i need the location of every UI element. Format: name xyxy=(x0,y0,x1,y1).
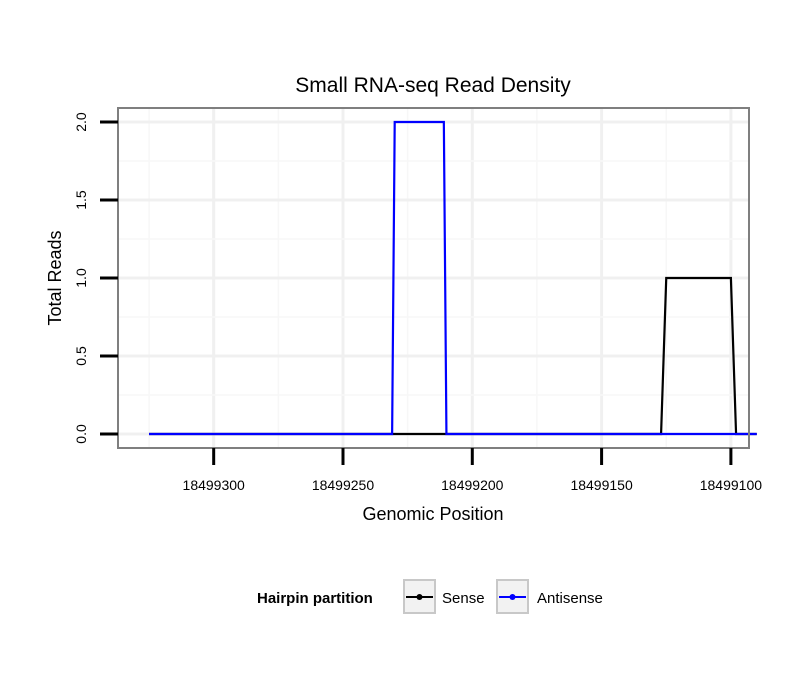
legend-item-antisense: Antisense xyxy=(496,579,603,614)
y-tick-label: 2.0 xyxy=(73,112,89,132)
x-axis: 18499300 18499250 18499200 18499150 18499100 xyxy=(183,448,763,493)
x-tick-label: 18499200 xyxy=(441,477,504,493)
legend-label-sense: Sense xyxy=(442,590,485,607)
x-tick-label: 18499300 xyxy=(183,477,246,493)
chart-title: Small RNA-seq Read Density xyxy=(295,74,571,97)
y-tick-label: 0.5 xyxy=(73,346,89,366)
x-axis-label: Genomic Position xyxy=(362,504,503,524)
legend-key-dot-antisense xyxy=(509,594,516,600)
y-tick-label: 1.0 xyxy=(73,268,89,288)
legend-item-sense: Sense xyxy=(403,579,485,614)
series-line-antisense xyxy=(149,120,757,436)
x-tick-label: 18499150 xyxy=(570,477,633,493)
y-tick-label: 1.5 xyxy=(73,190,89,210)
legend: Hairpin partition Sense Antisense xyxy=(257,579,603,614)
x-tick-label: 18499250 xyxy=(312,477,375,493)
legend-label-antisense: Antisense xyxy=(537,590,603,607)
x-tick-label: 18499100 xyxy=(700,477,763,493)
legend-title: Hairpin partition xyxy=(257,590,373,607)
y-axis: 0.0 0.5 1.0 1.5 2.0 xyxy=(73,112,118,444)
series-layer xyxy=(149,120,757,436)
legend-key-dot-sense xyxy=(416,594,423,600)
y-axis-label: Total Reads xyxy=(45,230,65,325)
y-tick-label: 0.0 xyxy=(73,424,89,444)
